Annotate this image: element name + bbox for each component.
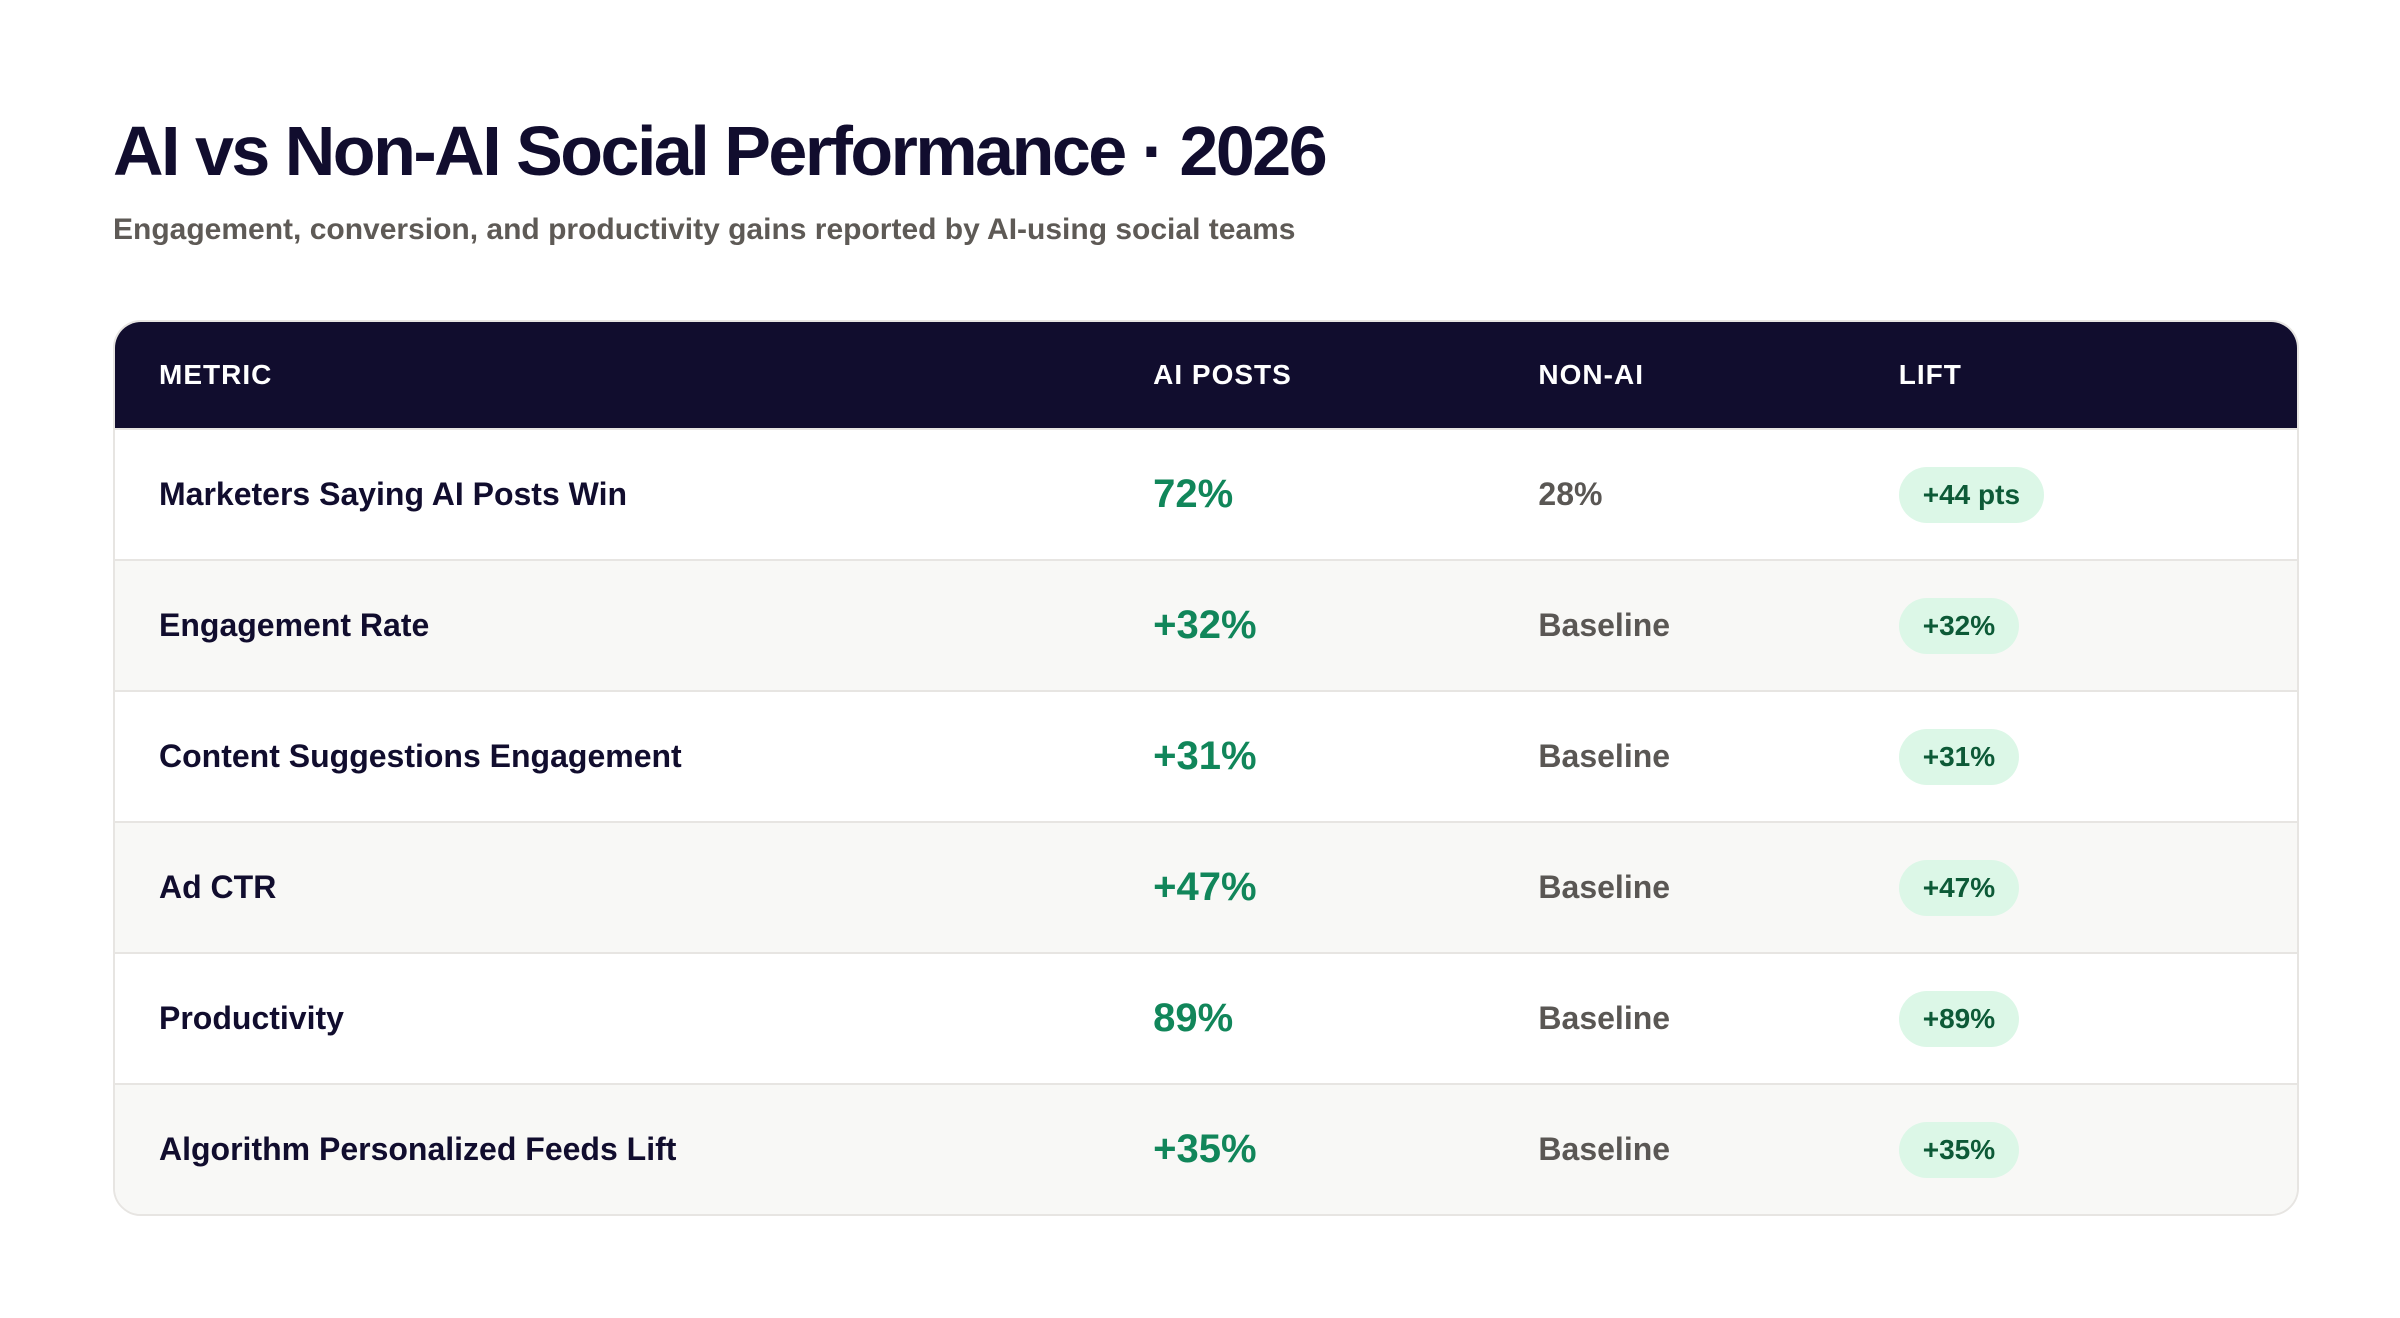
page-subtitle: Engagement, conversion, and productivity… <box>113 213 1296 246</box>
table-row: Ad CTR +47% Baseline +47% <box>115 821 2297 952</box>
ai-posts-cell: +31% <box>1153 734 1257 778</box>
comparison-table: METRIC AI POSTS NON-AI LIFT Marketers Sa… <box>113 320 2299 1216</box>
lift-cell: +31% <box>1898 728 2297 785</box>
non-ai-cell: Baseline <box>1538 1131 1671 1167</box>
metric-cell: Ad CTR <box>159 869 277 905</box>
metric-cell: Algorithm Personalized Feeds Lift <box>159 1131 677 1167</box>
lift-cell: +32% <box>1898 597 2297 654</box>
lift-badge: +89% <box>1898 990 2020 1047</box>
page: AI vs Non-AI Social Performance · 2026 E… <box>113 110 2299 1216</box>
lift-cell: +35% <box>1898 1121 2297 1178</box>
table-row: Engagement Rate +32% Baseline +32% <box>115 559 2297 690</box>
table-header-row: METRIC AI POSTS NON-AI LIFT <box>115 322 2297 428</box>
lift-cell: +47% <box>1898 859 2297 916</box>
metric-cell: Content Suggestions Engagement <box>159 738 682 774</box>
metric-cell: Engagement Rate <box>159 607 430 643</box>
lift-badge: +31% <box>1898 728 2020 785</box>
column-header-metric: METRIC <box>159 359 273 390</box>
page-title: AI vs Non-AI Social Performance · 2026 <box>113 112 1328 190</box>
ai-posts-cell: +32% <box>1153 603 1257 647</box>
lift-badge: +47% <box>1898 859 2020 916</box>
lift-badge: +32% <box>1898 597 2020 654</box>
table-row: Algorithm Personalized Feeds Lift +35% B… <box>115 1083 2297 1214</box>
column-header-ai-posts: AI POSTS <box>1153 359 1292 390</box>
non-ai-cell: Baseline <box>1538 869 1671 905</box>
non-ai-cell: Baseline <box>1538 738 1671 774</box>
non-ai-cell: Baseline <box>1538 1000 1671 1036</box>
lift-cell: +89% <box>1898 990 2297 1047</box>
ai-posts-cell: +47% <box>1153 865 1257 909</box>
ai-posts-cell: +35% <box>1153 1127 1257 1171</box>
metric-cell: Productivity <box>159 1000 344 1036</box>
ai-posts-cell: 72% <box>1153 472 1234 516</box>
table-row: Marketers Saying AI Posts Win 72% 28% +4… <box>115 428 2297 559</box>
non-ai-cell: 28% <box>1538 476 1603 512</box>
table-row: Productivity 89% Baseline +89% <box>115 952 2297 1083</box>
lift-badge: +44 pts <box>1898 466 2045 523</box>
metric-cell: Marketers Saying AI Posts Win <box>159 476 627 512</box>
column-header-non-ai: NON-AI <box>1538 359 1644 390</box>
table-row: Content Suggestions Engagement +31% Base… <box>115 690 2297 821</box>
lift-badge: +35% <box>1898 1121 2020 1178</box>
lift-cell: +44 pts <box>1898 466 2297 523</box>
column-header-lift: LIFT <box>1898 359 1962 390</box>
non-ai-cell: Baseline <box>1538 607 1671 643</box>
ai-posts-cell: 89% <box>1153 996 1234 1040</box>
